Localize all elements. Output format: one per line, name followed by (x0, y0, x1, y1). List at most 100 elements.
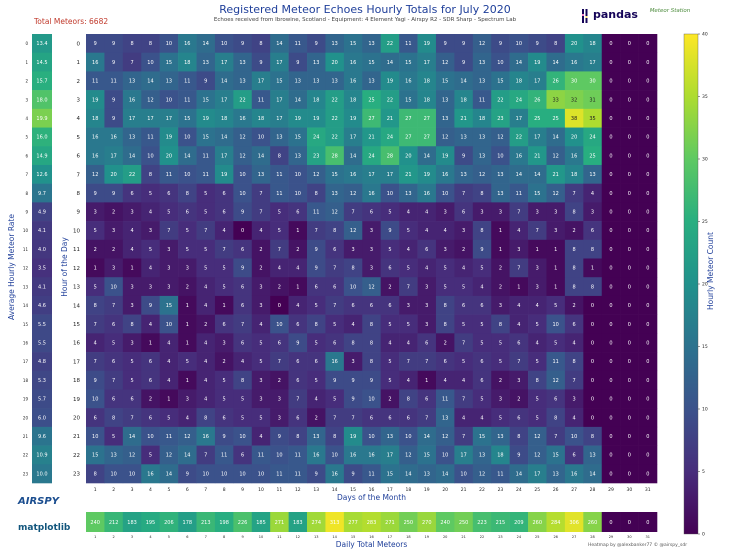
heatmap-cell (399, 408, 418, 428)
cell-value-label: 3 (480, 210, 483, 216)
pandas-logo-icon (582, 9, 588, 23)
cell-value-label: 0 (646, 41, 649, 47)
cell-value-label: 8 (536, 378, 539, 384)
avg-rate-label: 14.9 (36, 153, 47, 159)
cell-value-label: 6 (517, 340, 520, 346)
heatmap-cell (583, 183, 603, 203)
daily-total-label: 313 (330, 520, 340, 526)
avg-rate-tick: 9 (25, 210, 28, 215)
cell-value-label: 7 (407, 359, 410, 365)
heatmap-cell (528, 408, 547, 428)
cell-value-label: 12 (479, 172, 485, 178)
heatmap-cell (270, 389, 289, 409)
heatmap-cell (491, 239, 510, 259)
heatmap-cell (362, 108, 382, 128)
cell-value-label: 10 (221, 41, 227, 47)
heatmap-cell (546, 445, 566, 465)
cell-value-label: 4 (278, 266, 281, 272)
avg-rate-label: 18.0 (36, 97, 47, 103)
daily-total-tick: 7 (205, 535, 207, 539)
heatmap-cell (343, 408, 363, 428)
heatmap-cell (638, 258, 658, 278)
heatmap-cell (362, 90, 382, 110)
avg-rate-tick: 5 (25, 135, 28, 140)
heatmap-cell (362, 464, 382, 484)
cell-value-label: 18 (571, 172, 577, 178)
heatmap-cell (601, 146, 621, 166)
cell-value-label: 3 (462, 228, 465, 234)
heatmap-cell (122, 352, 142, 372)
heatmap-cell (122, 221, 142, 241)
cell-value-label: 10 (221, 471, 227, 477)
heatmap-cell (491, 333, 510, 353)
cell-value-label: 18 (221, 116, 227, 122)
daily-total-label: 283 (367, 520, 377, 526)
cell-value-label: 10 (460, 471, 466, 477)
heatmap-cell (454, 221, 474, 241)
avg-rate-tick: 6 (25, 153, 28, 158)
heatmap-cell (638, 352, 658, 372)
y-tick-label: 14 (73, 303, 80, 309)
cell-value-label: 15 (92, 453, 98, 459)
cell-value-label: 0 (628, 172, 631, 178)
heatmap-cell (307, 146, 326, 166)
cell-value-label: 4 (204, 359, 207, 365)
cell-value-label: 3 (186, 266, 189, 272)
cell-value-label: 8 (591, 247, 594, 253)
cell-value-label: 15 (497, 79, 503, 85)
heatmap-cell (343, 333, 363, 353)
heatmap-cell (251, 426, 271, 446)
avg-rate-cell (32, 333, 52, 353)
cell-value-label: 2 (149, 397, 152, 403)
cell-value-label: 17 (147, 116, 153, 122)
cell-value-label: 12 (350, 228, 356, 234)
heatmap-cell (435, 108, 455, 128)
heatmap-cell (104, 90, 124, 110)
cell-value-label: 12 (350, 191, 356, 197)
cell-value-label: 7 (278, 359, 281, 365)
cell-value-label: 22 (331, 97, 337, 103)
cell-value-label: 3 (591, 210, 594, 216)
cell-value-label: 12 (129, 453, 135, 459)
cell-value-label: 0 (646, 228, 649, 234)
cell-value-label: 0 (609, 359, 612, 365)
heatmap-cell (251, 52, 271, 72)
cell-value-label: 8 (499, 322, 502, 328)
cell-value-label: 4 (223, 228, 226, 234)
daily-total-tick: 8 (223, 535, 225, 539)
daily-total-tick: 19 (425, 535, 429, 539)
cell-value-label: 14 (534, 172, 540, 178)
heatmap-cell (362, 295, 382, 315)
heatmap-cell (325, 221, 345, 241)
heatmap-cell (601, 464, 621, 484)
heatmap-cell (417, 389, 437, 409)
cell-value-label: 7 (278, 247, 281, 253)
cell-value-label: 10 (166, 41, 172, 47)
cell-value-label: 13 (424, 471, 430, 477)
heatmap-cell (122, 52, 142, 72)
heatmap-cell (435, 202, 455, 222)
cell-value-label: 11 (295, 471, 301, 477)
cell-value-label: 7 (573, 191, 576, 197)
daily-total-label: 240 (90, 520, 100, 526)
heatmap-cell (307, 90, 326, 110)
heatmap-cell (86, 370, 105, 390)
cell-value-label: 4 (296, 303, 299, 309)
heatmap-cell (196, 333, 216, 353)
cell-value-label: 5 (223, 266, 226, 272)
cell-value-label: 22 (239, 97, 245, 103)
cell-value-label: 5 (315, 303, 318, 309)
heatmap-cell (86, 277, 105, 297)
cell-value-label: 8 (573, 284, 576, 290)
heatmap-cell (141, 34, 160, 54)
heatmap-cell (638, 333, 658, 353)
heatmap-cell (104, 295, 124, 315)
heatmap-cell (362, 164, 382, 184)
heatmap-cell (638, 408, 658, 428)
heatmap-cell (343, 34, 363, 54)
cell-value-label: 10 (442, 191, 448, 197)
heatmap-cell (233, 90, 253, 110)
heatmap-cell (251, 314, 271, 334)
cell-value-label: 0 (628, 434, 631, 440)
daily-total-label: 195 (146, 520, 156, 526)
